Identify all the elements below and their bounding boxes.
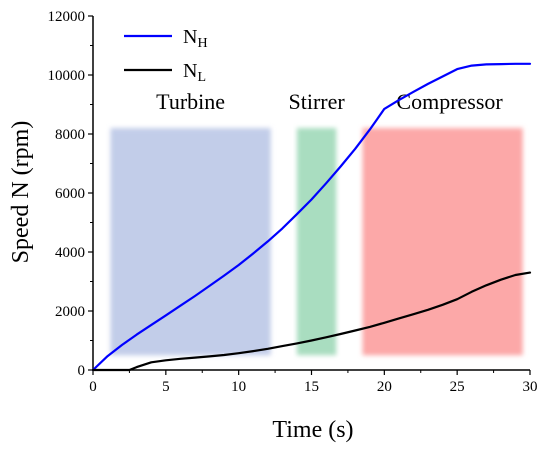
- x-tick-label: 15: [304, 379, 319, 395]
- region-compressor-label: Compressor: [396, 89, 503, 114]
- x-tick-label: 10: [231, 379, 246, 395]
- x-ticks: 0 5 10 15 20 25 30: [89, 370, 538, 395]
- x-axis-label: Time (s): [272, 417, 353, 443]
- y-tick-label: 2000: [55, 304, 85, 320]
- y-tick-label: 0: [78, 363, 86, 379]
- x-tick-label: 0: [89, 379, 97, 395]
- y-tick-label: 4000: [55, 245, 85, 261]
- legend: NH NL: [124, 26, 208, 85]
- region-stirrer-label: Stirrer: [288, 89, 345, 114]
- x-tick-label: 20: [377, 379, 392, 395]
- series-lines: [91, 62, 532, 372]
- y-tick-label: 8000: [55, 127, 85, 143]
- series-n-l-line: [91, 271, 532, 372]
- legend-n-h-label: NH: [183, 26, 208, 51]
- legend-n-l-label: NL: [183, 60, 206, 85]
- y-axis-label: Speed N (rpm): [8, 121, 34, 264]
- region-labels: Turbine Stirrer Compressor: [156, 89, 503, 114]
- y-ticks: 0 2000 4000 6000 8000 10000 12000: [48, 9, 93, 379]
- axes: 0 5 10 15 20 25 30 0 2000 4000 6000 8000 10000 12000: [48, 9, 538, 395]
- y-tick-label: 12000: [48, 9, 86, 25]
- region-boxes: [110, 128, 523, 356]
- region-turbine-label: Turbine: [156, 89, 225, 114]
- series-n-h-line: [91, 62, 532, 372]
- x-tick-label: 5: [162, 379, 170, 395]
- y-tick-label: 6000: [55, 186, 85, 202]
- region-stirrer-box: [296, 128, 337, 356]
- x-tick-label: 30: [523, 379, 538, 395]
- region-turbine-box: [110, 128, 271, 356]
- region-compressor-box: [362, 128, 523, 356]
- y-tick-label: 10000: [48, 68, 86, 84]
- x-tick-label: 25: [450, 379, 465, 395]
